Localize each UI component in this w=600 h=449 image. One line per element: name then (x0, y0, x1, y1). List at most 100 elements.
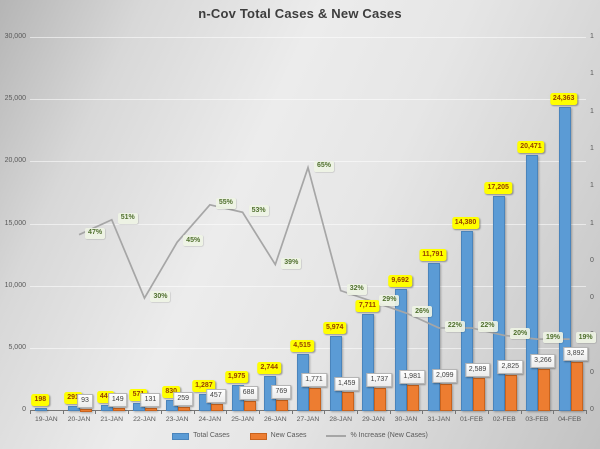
left-axis-tick-label: 15,000 (4, 219, 26, 227)
x-axis-label: 03-FEB (525, 416, 549, 423)
total-cases-data-label: 1,287 (192, 379, 216, 392)
right-axis-tick-label: 1 (590, 107, 594, 115)
x-axis-tick (160, 410, 162, 414)
new-cases-bar (178, 406, 191, 411)
chart-title: n-Cov Total Cases & New Cases (198, 6, 402, 21)
x-axis-tick (455, 410, 457, 414)
new-cases-data-label: 259 (173, 391, 194, 406)
right-axis-tick-label: 1 (590, 182, 594, 190)
new-cases-data-label: 131 (140, 393, 161, 408)
right-axis-tick-label: 1 (590, 219, 594, 227)
new-cases-data-label: 1,737 (366, 373, 393, 388)
left-axis-tick-label: 25,000 (4, 95, 26, 103)
x-axis-label: 23-JAN (165, 416, 189, 423)
x-axis-label: 29-JAN (362, 416, 385, 423)
total-cases-bar (68, 406, 81, 411)
total-cases-bar (362, 314, 375, 411)
x-axis-tick (389, 410, 391, 414)
new-cases-bar (276, 400, 289, 411)
total-cases-data-label: 198 (31, 393, 50, 406)
x-axis-label: 26-JAN (263, 416, 287, 423)
x-axis-tick (291, 410, 293, 414)
x-axis-tick (520, 410, 522, 414)
total-cases-bar (558, 107, 571, 411)
right-axis-tick-label: 1 (590, 144, 594, 152)
new-cases-data-label: 93 (77, 393, 93, 408)
new-cases-bar (243, 401, 256, 411)
percent-increase-data-label: 45% (183, 235, 204, 247)
x-axis-tick (95, 410, 97, 414)
percent-increase-data-label: 39% (281, 257, 302, 269)
percent-increase-data-label: 22% (477, 320, 498, 332)
x-axis-label: 22-JAN (133, 416, 156, 423)
x-axis-tick (128, 410, 130, 414)
percent-increase-data-label: 30% (150, 291, 171, 303)
total-cases-data-label: 9,692 (388, 275, 412, 288)
x-axis-tick (62, 410, 64, 414)
new-cases-bar (374, 388, 387, 411)
new-cases-data-label: 2,825 (497, 359, 523, 374)
x-axis-label: 24-JAN (198, 416, 222, 423)
total-cases-bar (100, 404, 113, 411)
right-axis-tick-label: 0 (590, 294, 594, 302)
percent-increase-data-label: 19% (542, 332, 563, 344)
percent-increase-data-label: 19% (575, 332, 596, 344)
new-cases-bar (112, 408, 125, 412)
new-cases-data-label: 1,771 (301, 372, 327, 387)
total-cases-data-label: 5,974 (322, 321, 347, 334)
new-cases-bar (472, 377, 485, 411)
total-cases-bar (395, 289, 408, 411)
new-cases-bar (210, 404, 223, 411)
x-axis-label: 02-FEB (492, 416, 516, 423)
x-axis-tick (258, 410, 260, 414)
new-cases-data-label: 1,459 (333, 376, 360, 391)
total-cases-data-label: 14,380 (451, 217, 480, 230)
right-axis-tick-label: 1 (590, 70, 594, 78)
percent-increase-data-label: 47% (85, 227, 106, 239)
percent-increase-data-label: 22% (444, 320, 465, 332)
legend-item: New Cases (249, 432, 306, 440)
total-cases-bar (35, 407, 48, 411)
x-axis-label: 20-JAN (67, 416, 91, 423)
right-axis-tick-label: 1 (590, 33, 594, 40)
legend-label: % Increase (New Cases) (350, 432, 428, 439)
new-cases-bar (341, 391, 354, 411)
total-cases-data-label: 2,744 (257, 361, 282, 374)
percent-increase-data-label: 65% (314, 160, 335, 172)
gridline (30, 99, 586, 101)
percent-increase-data-label: 29% (379, 294, 400, 306)
legend-item: Total Cases (172, 432, 230, 440)
total-cases-data-label: 20,471 (517, 141, 545, 154)
total-cases-data-label: 24,363 (549, 93, 578, 106)
legend-item: % Increase (New Cases) (326, 432, 428, 440)
total-cases-data-label: 4,515 (290, 339, 314, 352)
x-axis-label: 04-FEB (558, 416, 582, 423)
new-cases-bar (309, 387, 321, 411)
right-axis-tick-label: 0 (590, 256, 594, 264)
left-axis-tick-label: 10,000 (4, 281, 26, 289)
x-axis-tick (357, 410, 359, 414)
total-cases-bar (525, 155, 538, 411)
new-cases-bar (145, 408, 158, 412)
new-cases-data-label: 2,589 (464, 362, 491, 377)
left-axis-tick-label: 5,000 (8, 343, 26, 351)
x-axis-tick (30, 410, 31, 414)
new-cases-bar (439, 383, 452, 411)
gridline (30, 161, 586, 163)
x-axis-label: 19-JAN (35, 416, 58, 423)
left-axis-tick-label: 20,000 (4, 157, 26, 165)
x-axis-label: 27-JAN (296, 416, 320, 423)
x-axis-label: 31-JAN (427, 416, 451, 423)
x-axis-tick (193, 410, 195, 414)
x-axis-tick (586, 410, 587, 414)
new-cases-data-label: 457 (206, 389, 226, 404)
legend-line-swatch (326, 435, 347, 437)
legend-bar-swatch (172, 432, 190, 440)
x-axis-tick (422, 410, 424, 414)
legend: Total Cases New Cases % Increase (New Case… (0, 428, 600, 444)
gridline (30, 37, 586, 38)
new-cases-bar (505, 374, 518, 411)
right-axis-tick-label: 0 (590, 406, 594, 413)
legend-label: Total Cases (193, 432, 230, 439)
